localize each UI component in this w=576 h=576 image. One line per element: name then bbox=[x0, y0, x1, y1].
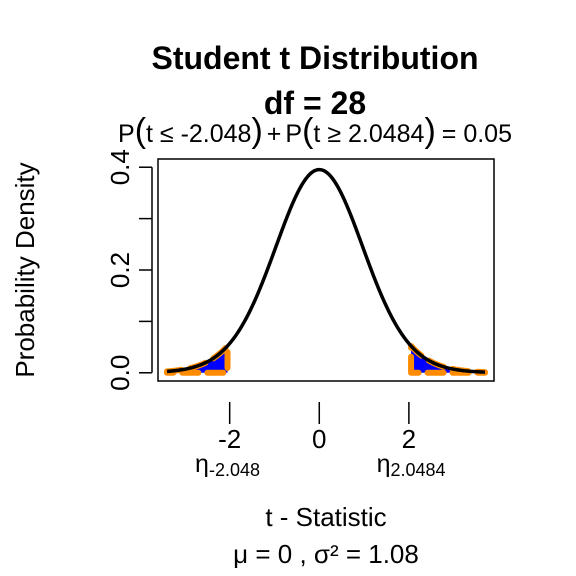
tail-fill-right bbox=[411, 345, 486, 373]
chart-subtitle: df = 28 bbox=[264, 85, 366, 121]
prob-close-paren-1: ) bbox=[251, 112, 262, 150]
prob-close-paren-2: ) bbox=[424, 112, 435, 150]
y-tick-label-0: 0.0 bbox=[105, 355, 135, 391]
x-axis: -2 0 2 bbox=[218, 402, 416, 454]
y-axis: 0.0 0.2 0.4 bbox=[105, 149, 153, 391]
probability-expression: P(t ≤ -2.048) + P(t ≥ 2.0484) = 0.05 bbox=[118, 112, 512, 150]
x-tick-label-2: 2 bbox=[402, 424, 416, 454]
tail-fill-left bbox=[166, 345, 228, 373]
prob-le-term: t ≤ -2.048 bbox=[146, 120, 251, 148]
x-tick-label-0: -2 bbox=[218, 424, 241, 454]
eta-subscript-left: -2.048 bbox=[209, 460, 260, 480]
prob-open-paren-2: ( bbox=[302, 112, 314, 150]
chart-title: Student t Distribution bbox=[151, 40, 478, 76]
prob-open-paren-1: ( bbox=[135, 112, 147, 150]
critical-value-label-left: η-2.048 bbox=[195, 450, 260, 480]
eta-symbol-right: η bbox=[377, 450, 391, 478]
prob-p1: P bbox=[118, 120, 135, 148]
x-axis-label: t - Statistic bbox=[265, 502, 386, 532]
eta-subscript-right: 2.0484 bbox=[390, 460, 445, 480]
density-curve bbox=[166, 167, 486, 374]
y-tick-label-4: 0.4 bbox=[105, 149, 135, 185]
prob-equals: = 0.05 bbox=[442, 120, 512, 148]
prob-ge-term: t ≥ 2.0484 bbox=[313, 120, 424, 148]
critical-value-labels: η-2.048 η2.0484 bbox=[195, 450, 445, 480]
x-tick-label-1: 0 bbox=[312, 424, 326, 454]
y-tick-label-2: 0.2 bbox=[105, 252, 135, 288]
y-axis-label: Probability Density bbox=[10, 162, 40, 377]
eta-symbol-left: η bbox=[195, 450, 209, 478]
prob-p2: P bbox=[285, 120, 302, 148]
critical-value-label-right: η2.0484 bbox=[377, 450, 446, 480]
plot-frame bbox=[157, 158, 495, 382]
prob-plus: + bbox=[267, 120, 282, 148]
distribution-parameters: μ = 0 , σ² = 1.08 bbox=[233, 539, 419, 569]
